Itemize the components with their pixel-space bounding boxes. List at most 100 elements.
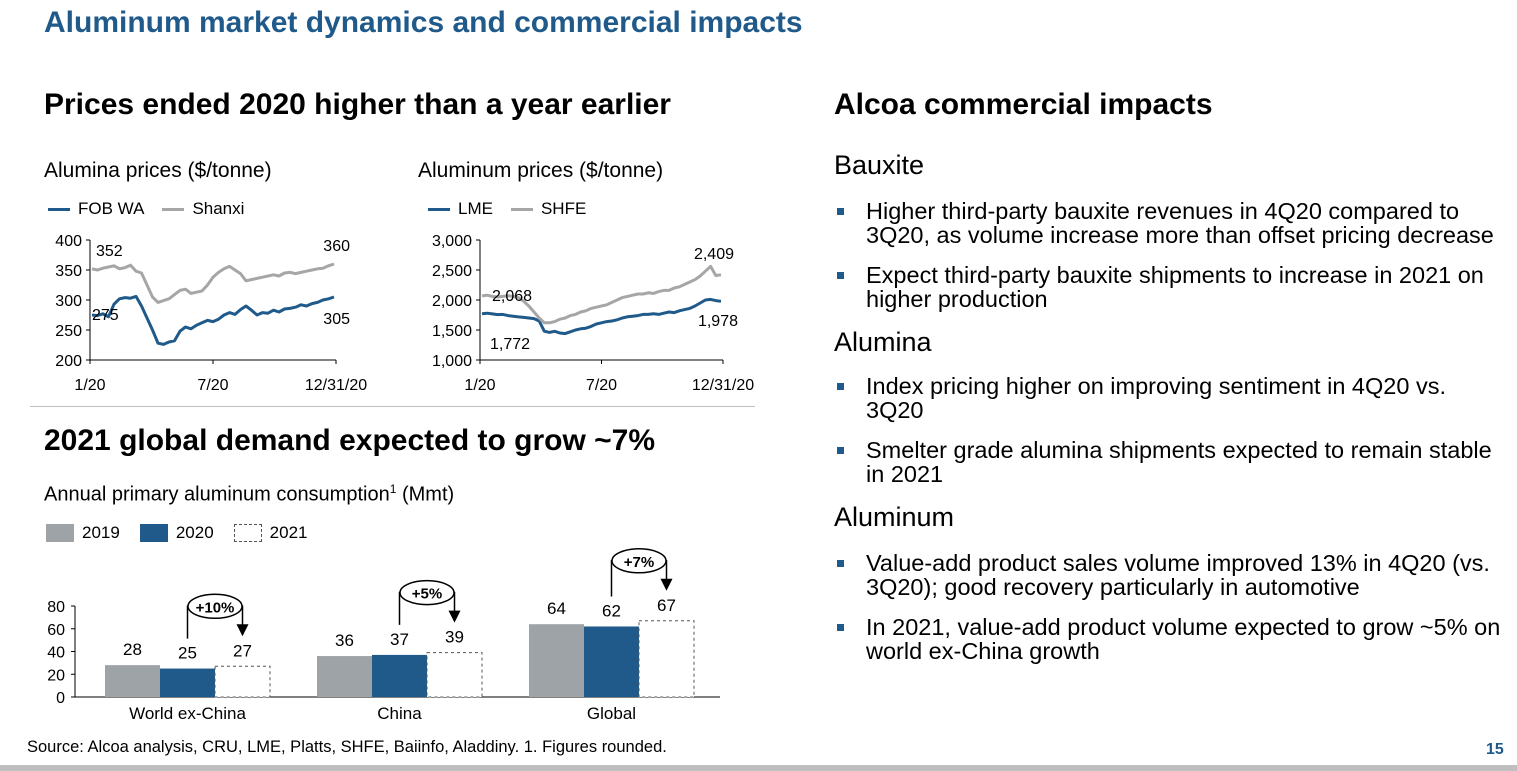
legend-label-2021: 2021 xyxy=(269,523,308,542)
y-tick-label: 20 xyxy=(47,667,65,684)
bullet-item: In 2021, value-add product volume expect… xyxy=(834,615,1504,663)
legend-swatch-shanxi xyxy=(162,207,185,211)
y-tick-label: 250 xyxy=(55,323,82,340)
bauxite-bullets: Higher third-party bauxite revenues in 4… xyxy=(834,199,1504,311)
growth-label: +5% xyxy=(412,586,442,603)
bottom-rule xyxy=(0,765,1517,771)
section-title-bauxite: Bauxite xyxy=(834,150,925,180)
consumption-legend: 2019 2020 2021 xyxy=(46,523,307,543)
x-tick-label: 1/20 xyxy=(74,377,105,394)
bullet-item: Index pricing higher on improving sentim… xyxy=(834,374,1504,422)
legend-label-shfe: SHFE xyxy=(540,199,587,218)
bar-2021 xyxy=(214,665,271,698)
growth-label: +10% xyxy=(196,599,235,616)
bullet-item: Higher third-party bauxite revenues in 4… xyxy=(834,199,1504,247)
bar-value-label: 28 xyxy=(123,640,142,659)
bullet-text: Value-add product sales volume improved … xyxy=(866,550,1490,600)
page-number: 15 xyxy=(1486,741,1504,758)
bar-value-label: 62 xyxy=(602,601,621,620)
arrowhead-icon xyxy=(660,578,673,591)
bar-2020 xyxy=(584,626,639,697)
consumption-title-text: Annual primary aluminum consumption xyxy=(44,483,390,506)
category-label: China xyxy=(377,704,422,723)
data-label-start: 1,772 xyxy=(490,336,530,353)
data-label-end: 360 xyxy=(323,238,350,255)
growth-badge xyxy=(611,548,667,574)
alumina-bullets: Index pricing higher on improving sentim… xyxy=(834,374,1504,486)
bullet-item: Smelter grade alumina shipments expected… xyxy=(834,438,1504,486)
bar-2020 xyxy=(160,668,215,697)
legend-swatch-lme xyxy=(428,207,450,211)
arrowhead-icon xyxy=(236,624,249,637)
consumption-bar-chart: 80 60 40 20 0 28 25 27 World ex-China +10% 36 37 39 C… xyxy=(47,548,720,723)
demand-heading: 2021 global demand expected to grow ~7% xyxy=(44,424,656,457)
bar-value-label: 39 xyxy=(445,628,464,647)
consumption-chart-title: Annual primary aluminum consumption1 (Mm… xyxy=(44,482,454,507)
aluminum-legend: LME SHFE xyxy=(428,199,586,219)
data-label-end: 1,978 xyxy=(698,313,738,330)
series-line-shfe xyxy=(481,264,722,325)
y-tick-label: 200 xyxy=(55,353,82,370)
y-tick-label: 1,500 xyxy=(432,323,472,340)
bullet-item: Value-add product sales volume improved … xyxy=(834,551,1504,599)
y-tick-label: 40 xyxy=(47,645,65,662)
bar-2020 xyxy=(372,654,427,697)
legend-swatch-shfe xyxy=(510,207,533,211)
consumption-title-unit: (Mmt) xyxy=(401,483,455,506)
y-tick-label: 60 xyxy=(47,622,65,639)
legend-label-shanxi: Shanxi xyxy=(192,199,245,218)
bar-2021 xyxy=(638,620,695,698)
alumina-price-chart: 400 350 300 250 200 1/20 7/20 12/31/20 275 305 352… xyxy=(55,233,367,394)
legend-label-fobwa: FOB WA xyxy=(78,199,145,218)
legend-swatch-fobwa xyxy=(48,207,70,211)
bar-2021 xyxy=(426,652,483,698)
series-line-fob-wa xyxy=(91,294,335,346)
bullet-square-icon xyxy=(837,208,844,215)
slide-title: Aluminum market dynamics and commercial … xyxy=(44,6,803,39)
x-tick-label: 12/31/20 xyxy=(692,377,754,394)
bar-value-label: 64 xyxy=(547,599,566,618)
legend-label-lme: LME xyxy=(458,199,493,218)
bullet-square-icon xyxy=(837,560,844,567)
bar-value-label: 36 xyxy=(335,631,354,650)
data-label-start: 275 xyxy=(92,307,119,324)
growth-badge xyxy=(187,593,243,620)
data-label-end: 305 xyxy=(323,311,350,328)
y-tick-label: 300 xyxy=(55,293,82,310)
aluminum-price-chart: 3,000 2,500 2,000 1,500 1,000 1/20 7/20 12/31/2… xyxy=(432,233,754,394)
bullet-text: Higher third-party bauxite revenues in 4… xyxy=(866,198,1494,248)
data-label-end: 2,409 xyxy=(694,246,734,263)
growth-label: +7% xyxy=(624,554,654,571)
prices-heading: Prices ended 2020 higher than a year ear… xyxy=(44,88,671,121)
commercial-impacts-heading: Alcoa commercial impacts xyxy=(834,88,1213,121)
bar-value-label: 25 xyxy=(178,644,197,663)
bullet-item: Expect third-party bauxite shipments to … xyxy=(834,263,1504,311)
x-tick-label: 7/20 xyxy=(586,377,617,394)
bullet-text: Expect third-party bauxite shipments to … xyxy=(866,262,1484,312)
data-label-start: 2,068 xyxy=(492,288,532,305)
series-line-lme xyxy=(481,297,722,336)
bullet-text: In 2021, value-add product volume expect… xyxy=(866,614,1501,664)
legend-swatch-2019 xyxy=(46,524,74,542)
arrowhead-icon xyxy=(448,610,461,623)
series-line-shanxi xyxy=(91,262,335,304)
y-tick-label: 0 xyxy=(56,690,65,707)
bar-2019 xyxy=(105,665,160,697)
legend-swatch-2020 xyxy=(139,524,168,542)
bar-value-label: 67 xyxy=(657,596,676,615)
section-title-alumina: Alumina xyxy=(834,327,932,357)
section-divider xyxy=(30,406,755,407)
legend-label-2019: 2019 xyxy=(82,523,120,542)
bar-value-label: 37 xyxy=(390,630,409,649)
x-tick-label: 12/31/20 xyxy=(305,377,367,394)
bullet-square-icon xyxy=(837,624,844,631)
category-label: World ex-China xyxy=(129,704,246,723)
y-tick-label: 350 xyxy=(55,263,82,280)
y-tick-label: 1,000 xyxy=(432,353,472,370)
bar-2019 xyxy=(529,624,584,697)
bullet-square-icon xyxy=(837,383,844,390)
growth-badge xyxy=(399,579,455,606)
aluminum-chart-title: Aluminum prices ($/tonne) xyxy=(418,159,664,182)
data-label-start: 352 xyxy=(96,243,123,260)
bar-2019 xyxy=(317,656,372,697)
